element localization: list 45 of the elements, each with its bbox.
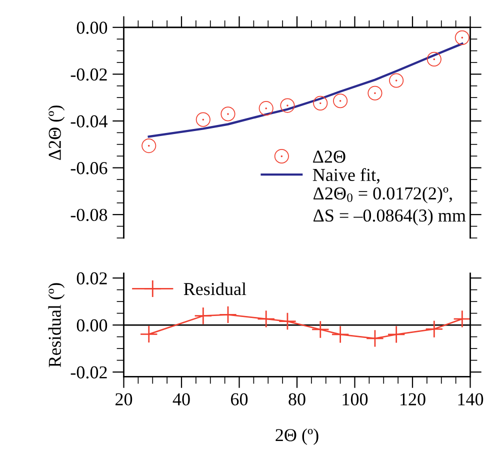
y-tick-label: -0.02 bbox=[70, 68, 107, 81]
x-tick-label: 80 bbox=[288, 393, 306, 406]
annotation: ΔS = –0.0864(3) mm bbox=[313, 208, 466, 226]
y-tick-label: -0.02 bbox=[70, 366, 107, 379]
y-axis-title: Δ2Θ (º) bbox=[48, 106, 65, 160]
point bbox=[387, 325, 406, 344]
point bbox=[426, 52, 442, 66]
point bbox=[331, 325, 350, 344]
point bbox=[280, 98, 295, 113]
point bbox=[218, 306, 238, 324]
x-tick-label: 100 bbox=[342, 393, 368, 406]
legend-label: Naive fit, bbox=[312, 168, 380, 184]
point bbox=[333, 94, 348, 108]
y-tick-label: -0.08 bbox=[70, 208, 108, 222]
y-axis-title: Residual (º) bbox=[48, 283, 65, 368]
point bbox=[425, 320, 444, 338]
legend-label: Δ2Θ bbox=[313, 150, 346, 163]
y-tick-label: -0.06 bbox=[70, 162, 108, 174]
point bbox=[368, 86, 382, 100]
point bbox=[311, 320, 330, 339]
legend-label: Residual bbox=[184, 282, 246, 296]
point bbox=[313, 96, 328, 110]
y-tick-label: 0.00 bbox=[76, 319, 108, 332]
point bbox=[196, 112, 210, 127]
point bbox=[194, 306, 212, 325]
x-axis-title: 2Θ (º) bbox=[276, 428, 318, 445]
point bbox=[257, 310, 276, 328]
point bbox=[142, 138, 156, 154]
point bbox=[366, 329, 384, 348]
point bbox=[258, 101, 274, 116]
annotation: Δ2Θ$_{0}$ = 0.0172(2)º, bbox=[313, 186, 452, 204]
y-tick-label: 0.02 bbox=[76, 272, 107, 285]
point bbox=[453, 310, 470, 328]
x-tick-label: 20 bbox=[116, 393, 132, 406]
x-tick-label: 120 bbox=[400, 393, 426, 406]
x-tick-label: 140 bbox=[458, 393, 484, 406]
point bbox=[220, 106, 236, 122]
x-tick-label: 40 bbox=[172, 393, 190, 406]
y-tick-label: -0.04 bbox=[70, 115, 108, 128]
point bbox=[389, 73, 404, 88]
x-tick-label: 60 bbox=[231, 393, 248, 406]
y-tick-label: 0.00 bbox=[76, 22, 108, 34]
point bbox=[278, 312, 296, 330]
point bbox=[140, 325, 158, 344]
point bbox=[454, 30, 470, 45]
